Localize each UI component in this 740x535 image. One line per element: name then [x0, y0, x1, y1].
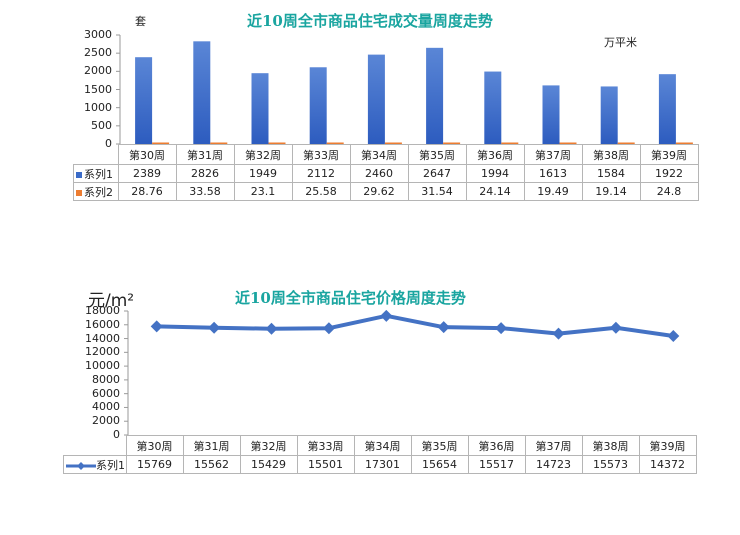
data-cell: 24.14 [465, 182, 525, 201]
diamond-marker [150, 320, 163, 333]
y-tick-label: 2000 [84, 64, 112, 78]
chart1-title: 近10周全市商品住宅成交量周度走势 [247, 12, 493, 30]
data-cell: 1994 [465, 164, 525, 183]
y-tick-label: 4000 [92, 400, 120, 414]
chart1-y2-unit: 万平米 [604, 36, 637, 49]
diamond-marker [208, 321, 221, 334]
data-cell: 15562 [182, 455, 241, 474]
y-tick-label: 6000 [92, 386, 120, 400]
diamond-marker [380, 309, 393, 322]
data-cell: 31.54 [407, 182, 467, 201]
bar-series1 [542, 85, 560, 144]
bar-series1 [426, 47, 444, 144]
category-header: 第32周 [233, 144, 293, 165]
y-tick-label: 2000 [92, 414, 120, 428]
legend-line-marker-icon [66, 461, 96, 470]
y-tick-label: 0 [105, 137, 112, 150]
y-tick-label: 18000 [85, 304, 120, 317]
y-tick-label: 3000 [84, 28, 112, 41]
y-tick-label: 12000 [85, 345, 120, 359]
y-tick-label: 1000 [84, 100, 112, 114]
data-cell: 15769 [125, 455, 184, 474]
legend-key: 系列1 [73, 164, 119, 183]
diamond-marker [552, 327, 565, 340]
data-cell: 2112 [291, 164, 351, 183]
series-row: 系列1 15769 15562 15429 15501 17301 15654 15517 14… [63, 455, 697, 474]
diamond-marker [495, 322, 508, 335]
category-header: 第30周 [125, 435, 184, 456]
data-cell: 25.58 [291, 182, 351, 201]
diamond-marker [265, 322, 278, 335]
chart2-data-table: 第30周 第31周 第32周 第33周 第34周 第35周 第36周 第37周 第38周 第39周… [63, 435, 697, 474]
category-header: 第34周 [353, 435, 412, 456]
chart2-y-unit: 元/m² [88, 291, 135, 311]
bar-series2 [501, 142, 519, 144]
data-cell: 24.8 [639, 182, 699, 201]
category-header: 第38周 [581, 435, 640, 456]
category-header: 第33周 [296, 435, 355, 456]
bar-series2 [210, 142, 228, 144]
diamond-marker [437, 321, 450, 334]
y-tick-label: 10000 [85, 359, 120, 373]
diamond-marker [609, 321, 622, 334]
data-cell: 14723 [524, 455, 583, 474]
data-cell: 23.1 [233, 182, 293, 201]
bar-series1 [600, 86, 618, 144]
y-tick-label: 1500 [84, 82, 112, 96]
bar-series2 [443, 142, 461, 144]
y-tick-label: 2500 [84, 46, 112, 60]
category-header: 第37周 [524, 435, 583, 456]
bar-series1 [658, 74, 676, 144]
category-header: 第37周 [523, 144, 583, 165]
price-line [156, 313, 674, 338]
bar-series2 [559, 142, 577, 144]
data-cell: 15517 [467, 455, 526, 474]
bar-series2 [326, 142, 344, 144]
y-tick-label: 500 [91, 118, 112, 132]
bar-series2 [152, 142, 170, 144]
bar-series1 [135, 57, 153, 145]
category-header: 第31周 [182, 435, 241, 456]
chart2-title: 近10周全市商品住宅价格周度走势 [235, 289, 466, 307]
data-cell: 14372 [638, 455, 697, 474]
y-tick-label: 16000 [85, 317, 120, 331]
bar-series1 [309, 67, 327, 144]
legend-key: 系列1 [63, 455, 127, 474]
data-cell: 19.14 [581, 182, 641, 201]
category-header: 第39周 [638, 435, 697, 456]
y-tick-label: 8000 [92, 372, 120, 386]
data-cell: 19.49 [523, 182, 583, 201]
category-header: 第36周 [467, 435, 526, 456]
category-header: 第35周 [410, 435, 469, 456]
legend-key: 系列2 [73, 182, 119, 201]
diamond-marker [322, 322, 335, 335]
bar-series2 [617, 142, 635, 144]
chart1-data-table: 第30周 第31周 第32周 第33周 第34周 第35周 第36周 第37周 第38周 第39周… [73, 144, 699, 201]
data-cell: 15654 [410, 455, 469, 474]
legend-square-icon [76, 189, 82, 196]
bar-series1 [251, 73, 269, 144]
data-cell: 15501 [296, 455, 355, 474]
bar-series1 [193, 41, 211, 144]
data-cell: 15429 [239, 455, 298, 474]
bar-series1 [367, 54, 385, 145]
legend-square-icon [76, 171, 82, 178]
series-row: 系列2 28.76 33.58 23.1 25.58 29.62 31.54 24.14 19.… [73, 182, 699, 201]
y-tick-label: 14000 [85, 331, 120, 345]
bar-series1 [484, 71, 502, 144]
data-cell: 29.62 [349, 182, 409, 201]
data-cell: 15573 [581, 455, 640, 474]
chart1-y-unit: 套 [135, 15, 146, 28]
bar-series2 [384, 142, 402, 144]
data-cell: 2826 [175, 164, 235, 183]
bar-series2 [675, 142, 693, 144]
category-header: 第32周 [239, 435, 298, 456]
data-cell: 17301 [353, 455, 412, 474]
y-tick-label: 0 [113, 428, 120, 441]
diamond-marker [667, 329, 680, 342]
bar-series2 [268, 142, 286, 144]
